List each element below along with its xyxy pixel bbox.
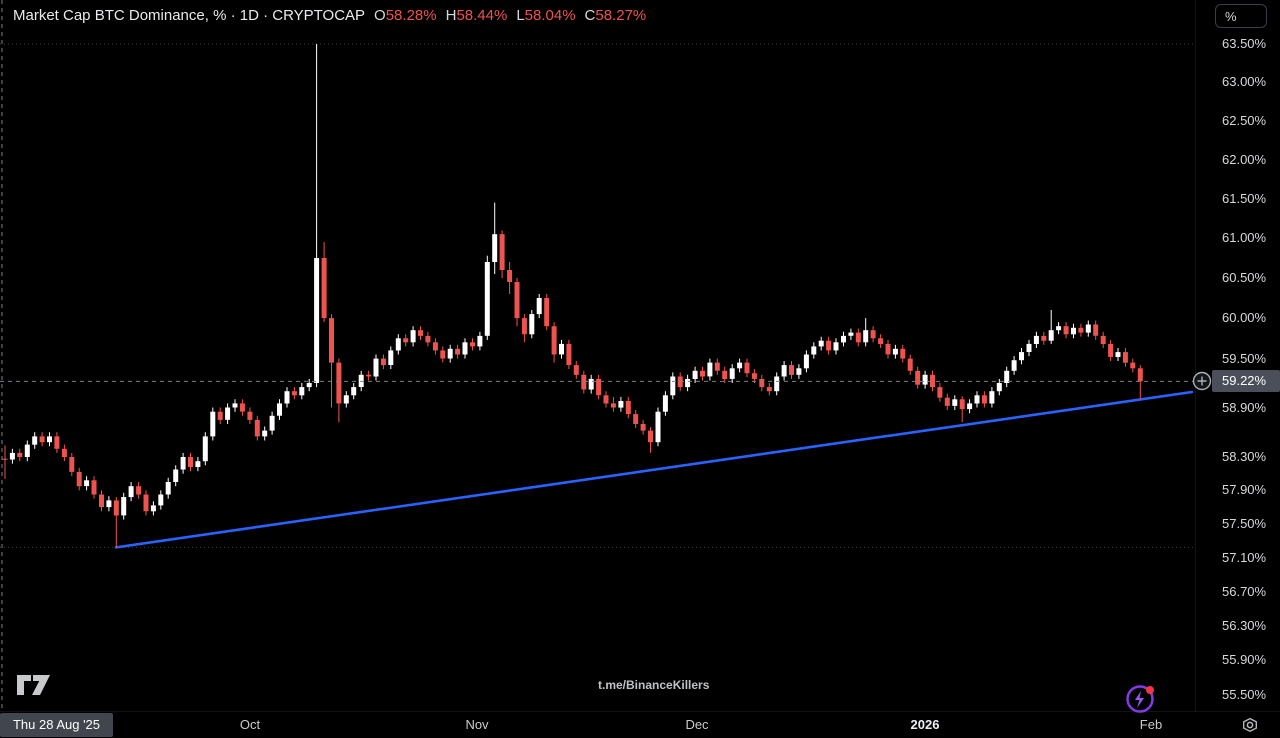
price-tick-label: 61.00% [1222,230,1267,246]
ohlc-open-letter: O [374,7,386,24]
price-tick-label: 58.30% [1222,449,1267,465]
price-axis[interactable]: % 63.50% 63.00% 62.50% 62.00% 61.50% 61.00% 60… [1195,0,1280,712]
price-tick-label: 61.50% [1222,190,1267,206]
ohlc-close-value: 58.27% [595,7,647,24]
symbol-title[interactable]: Market Cap BTC Dominance, % · 1D · CRYPT… [13,7,366,24]
time-tick-label: 2026 [910,717,940,732]
price-tick-label: 56.70% [1222,583,1267,599]
chart-plot-area[interactable]: Market Cap BTC Dominance, % · 1D · CRYPT… [0,0,1196,713]
ohlc-low-letter: L [516,7,525,24]
crosshair-price-label: 59.22% [1212,370,1280,393]
notification-dot [1146,686,1154,694]
flash-ring [1126,685,1154,713]
crosshair-date-label: Thu 28 Aug '25 [0,713,113,737]
ohlc-high-letter: H [445,7,457,24]
price-tick-label: 62.00% [1222,151,1267,167]
price-tick-label: 55.50% [1222,687,1267,702]
price-tick-label: 63.00% [1222,74,1267,90]
price-tick-label: 57.50% [1222,515,1267,531]
price-tick-label: 57.90% [1222,482,1267,498]
time-tick-label: Feb [1139,717,1163,732]
time-tick-label: Oct [239,717,261,732]
settings-gear-icon[interactable] [1240,716,1260,734]
price-tick-label: 62.50% [1222,112,1267,128]
ohlc-low-value: 58.04% [524,7,576,24]
price-tick-label: 55.90% [1222,652,1267,668]
crosshair-plus-icon[interactable] [1192,371,1212,391]
lightning-bolt-icon [1135,691,1144,708]
price-tick-label: 58.90% [1222,399,1267,415]
percent-unit-button[interactable]: % [1215,4,1267,28]
ohlc-high-value: 58.44% [456,7,508,24]
ohlc-close-letter: C [584,7,596,24]
price-tick-label: 60.50% [1222,269,1267,285]
price-tick-label: 59.50% [1222,350,1267,366]
price-tick-label: 60.00% [1222,310,1267,326]
time-tick-label: Nov [465,717,489,732]
flash-actions-button[interactable] [1124,682,1154,713]
candlestick-chart[interactable] [0,0,1196,712]
tradingview-logo-icon[interactable] [16,672,52,703]
chart-legend: Market Cap BTC Dominance, % · 1D · CRYPT… [13,7,646,25]
time-tick-label: Dec [685,717,709,732]
price-tick-label: 63.50% [1222,36,1267,51]
watermark-text: t.me/BinanceKillers [598,678,710,692]
price-tick-label: 56.30% [1222,617,1267,633]
time-axis[interactable]: Oct Nov Dec 2026 Feb Thu 28 Aug '25 [0,711,1280,738]
price-tick-label: 57.10% [1222,549,1267,565]
ohlc-open-value: 58.28% [385,7,437,24]
